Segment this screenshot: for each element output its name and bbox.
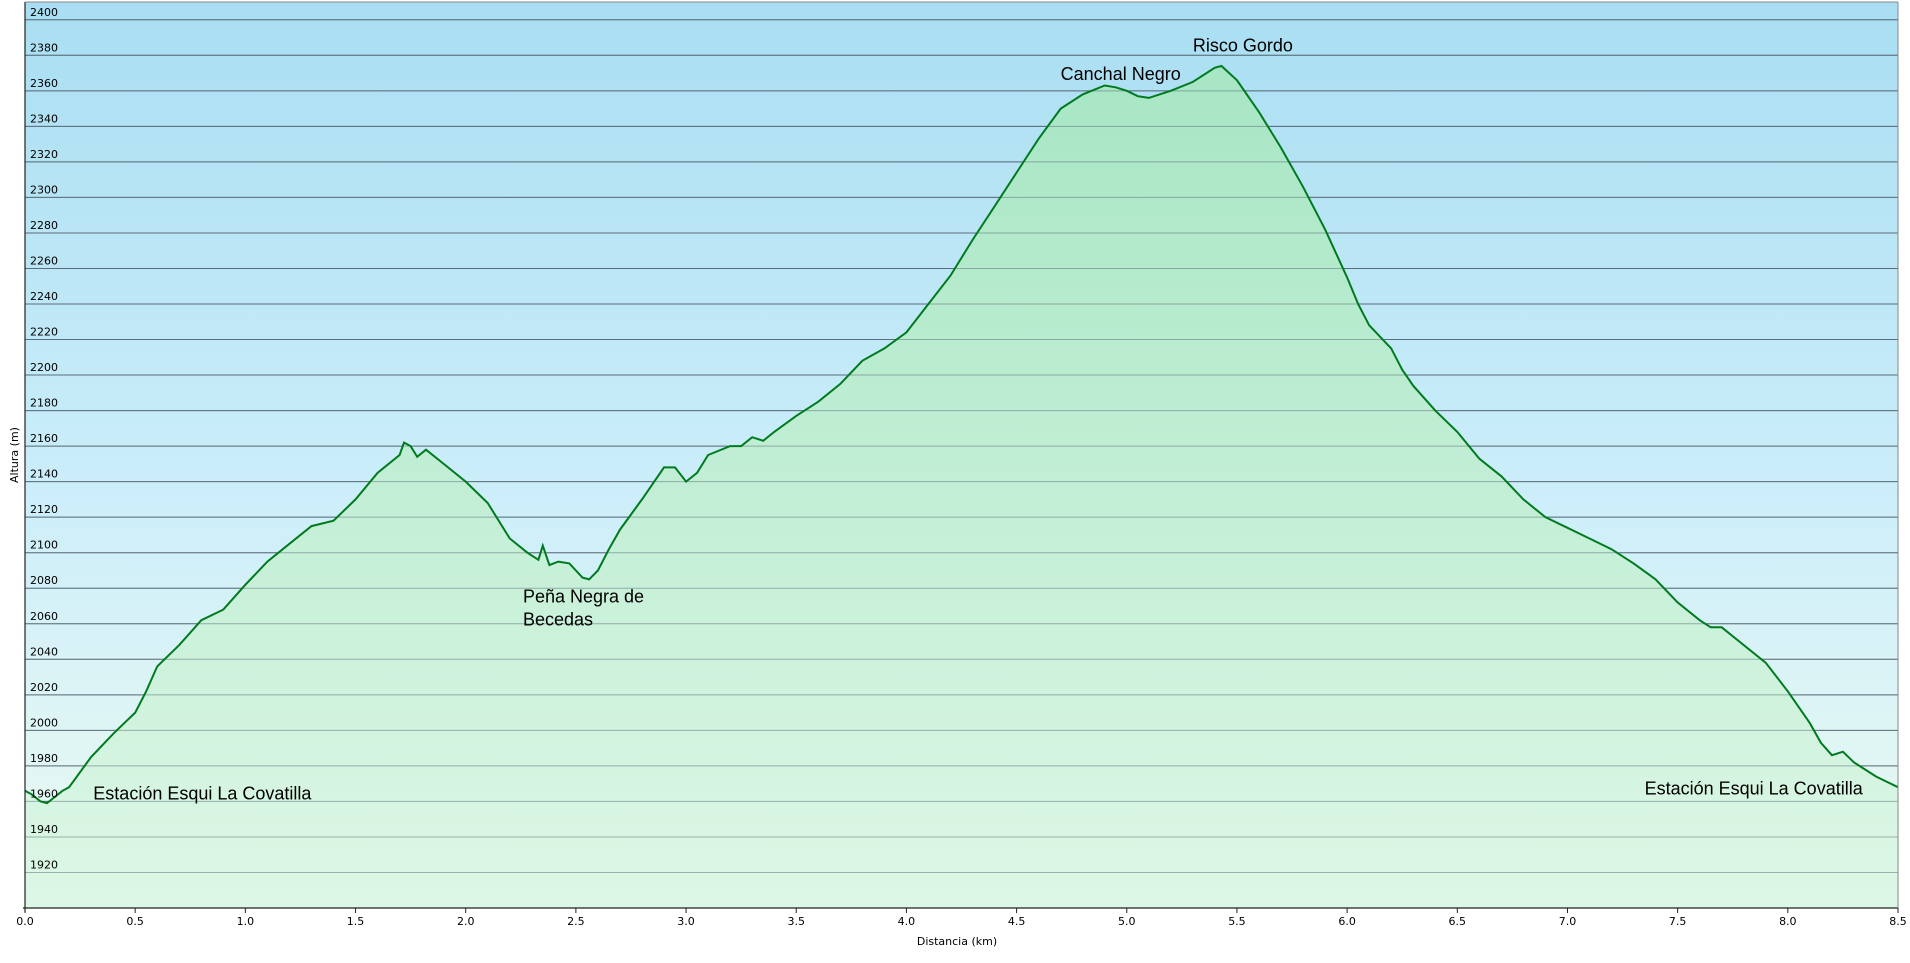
x-tick-label: 6.0: [1338, 915, 1356, 928]
x-tick-label: 3.5: [787, 915, 805, 928]
y-tick-label: 2320: [30, 148, 58, 161]
chart-annotation: Peña Negra de: [523, 586, 644, 606]
chart-annotation: Estación Esqui La Covatilla: [93, 784, 312, 804]
x-axis-title: Distancia (km): [917, 935, 997, 948]
x-tick-label: 2.5: [567, 915, 585, 928]
x-tick-label: 5.0: [1118, 915, 1136, 928]
y-tick-label: 2000: [30, 716, 58, 729]
chart-annotation: Risco Gordo: [1193, 36, 1293, 56]
y-tick-label: 1940: [30, 823, 58, 836]
x-tick-label: 3.0: [677, 915, 695, 928]
y-tick-label: 2140: [30, 468, 58, 481]
y-tick-label: 2060: [30, 610, 58, 623]
x-tick-label: 4.0: [898, 915, 916, 928]
grid-lines-over-fill: [25, 19, 1898, 873]
y-tick-label: 2360: [30, 77, 58, 90]
x-tick-label: 4.5: [1008, 915, 1026, 928]
x-tick-labels: 0.0 0.5 1.0 1.5 2.0 2.5 3.0 3.5 4.0 4.5 5.0 5.5 6.0 6…: [16, 908, 1907, 928]
y-tick-label: 2340: [30, 112, 58, 125]
x-tick-label: 1.0: [237, 915, 255, 928]
y-tick-label: 2280: [30, 219, 58, 232]
y-tick-label: 2240: [30, 290, 58, 303]
chart-annotation: Estación Esqui La Covatilla: [1645, 778, 1864, 798]
y-tick-label: 2180: [30, 397, 58, 410]
elevation-series-line: [24, 64, 1899, 805]
y-tick-label: 2020: [30, 681, 58, 694]
x-tick-label: 8.5: [1889, 915, 1907, 928]
x-tick-label: 2.0: [457, 915, 475, 928]
x-tick-label: 0.0: [16, 915, 34, 928]
annotations: Estación Esqui La Covatilla Peña Negra de…: [93, 36, 1863, 804]
x-tick-label: 7.0: [1559, 915, 1577, 928]
y-tick-label: 2260: [30, 254, 58, 267]
y-tick-label: 1960: [30, 787, 58, 800]
elevation-area-fill: [25, 66, 1898, 908]
y-tick-label: 2400: [30, 6, 58, 19]
y-tick-label: 2160: [30, 432, 58, 445]
y-tick-label: 2200: [30, 361, 58, 374]
y-tick-label: 2120: [30, 503, 58, 516]
chart-annotation: Canchal Negro: [1061, 64, 1181, 84]
y-tick-labels: 1920 1940 1960 1980 2000 2020 2040 2060 2080 2100…: [30, 6, 58, 872]
y-tick-label: 2040: [30, 645, 58, 658]
y-tick-label: 2100: [30, 539, 58, 552]
y-tick-label: 2380: [30, 41, 58, 54]
x-tick-label: 5.5: [1228, 915, 1246, 928]
y-tick-label: 2300: [30, 183, 58, 196]
y-tick-label: 2080: [30, 574, 58, 587]
y-tick-label: 2220: [30, 326, 58, 339]
chart-annotation: Becedas: [523, 610, 593, 630]
x-tick-label: 8.0: [1779, 915, 1797, 928]
y-tick-label: 1980: [30, 752, 58, 765]
x-tick-label: 1.5: [347, 915, 365, 928]
x-tick-label: 0.5: [126, 915, 144, 928]
axes: [23, 1, 1899, 912]
x-tick-label: 7.5: [1669, 915, 1687, 928]
x-tick-label: 6.5: [1449, 915, 1467, 928]
y-tick-label: 1920: [30, 858, 58, 871]
y-axis-title: Altura (m): [8, 427, 21, 483]
